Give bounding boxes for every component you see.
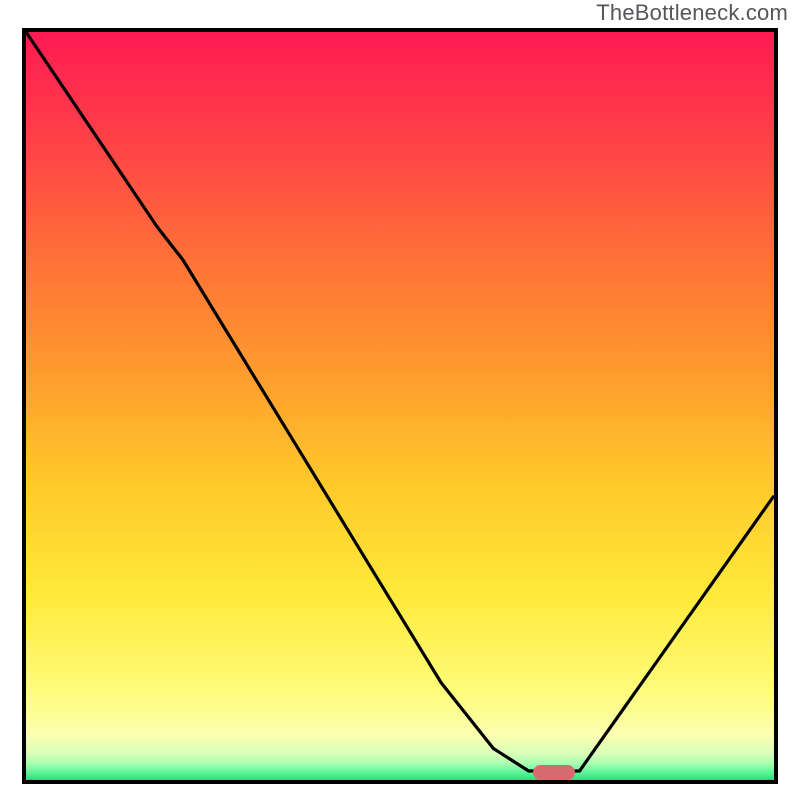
optimal-marker [533, 765, 575, 780]
bottleneck-curve [26, 32, 774, 771]
chart-overlay [0, 0, 800, 800]
